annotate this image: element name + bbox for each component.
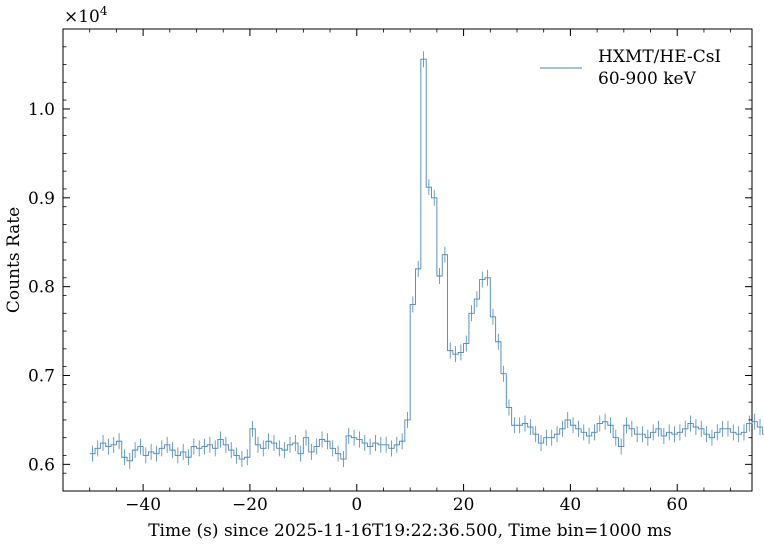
legend: HXMT/HE-CsI 60-900 keV: [540, 47, 721, 89]
series-layer: [89, 51, 764, 469]
y-offset-exponent: 4: [100, 4, 108, 18]
y-axis-label: Counts Rate: [4, 207, 24, 313]
y-tick-label: 0.9: [28, 189, 55, 209]
x-tick-label: 20: [453, 495, 475, 515]
labels-layer: Time (s) since 2025-11-16T19:22:36.500, …: [4, 4, 672, 541]
ticks-layer: −40 −20 0 20 40 60 0.6 0.7 0.8 0.9 1.0: [28, 29, 752, 515]
y-tick-label: 0.7: [28, 367, 55, 387]
y-offset-label: ×104: [64, 4, 108, 27]
y-tick-label: 0.6: [28, 455, 55, 475]
x-tick-label: −40: [125, 495, 161, 515]
x-tick-label: 0: [351, 495, 362, 515]
legend-label-line1: HXMT/HE-CsI: [598, 47, 721, 67]
legend-label-line2: 60-900 keV: [598, 69, 697, 89]
y-tick-label: 0.8: [28, 278, 55, 298]
x-tick-label: −20: [232, 495, 268, 515]
y-offset-base: ×10: [64, 7, 100, 27]
x-tick-label: 40: [560, 495, 582, 515]
x-axis-label: Time (s) since 2025-11-16T19:22:36.500, …: [148, 521, 672, 541]
y-tick-label: 1.0: [28, 100, 55, 120]
x-tick-label: 60: [666, 495, 688, 515]
series-step-line: [89, 58, 764, 462]
